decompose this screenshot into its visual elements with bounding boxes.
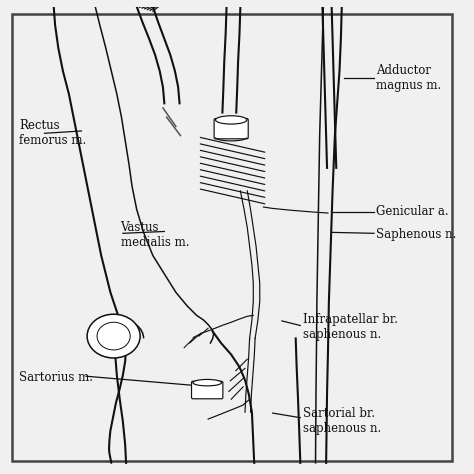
Text: Adductor
magnus m.: Adductor magnus m. <box>376 64 442 92</box>
Text: Sartorius m.: Sartorius m. <box>19 371 93 384</box>
Ellipse shape <box>97 322 130 350</box>
FancyBboxPatch shape <box>214 118 248 139</box>
Text: Vastus
medialis m.: Vastus medialis m. <box>120 221 189 249</box>
Text: Sartorial br.
saphenous n.: Sartorial br. saphenous n. <box>302 407 381 436</box>
Text: Infrapatellar br.
saphenous n.: Infrapatellar br. saphenous n. <box>302 313 398 341</box>
Ellipse shape <box>193 379 221 386</box>
Ellipse shape <box>216 116 247 124</box>
Text: Genicular a.: Genicular a. <box>376 205 449 218</box>
Ellipse shape <box>87 314 140 358</box>
FancyBboxPatch shape <box>12 14 452 461</box>
Text: Saphenous n.: Saphenous n. <box>376 228 457 241</box>
FancyBboxPatch shape <box>191 381 223 399</box>
Text: Rectus
femorus m.: Rectus femorus m. <box>19 119 86 147</box>
